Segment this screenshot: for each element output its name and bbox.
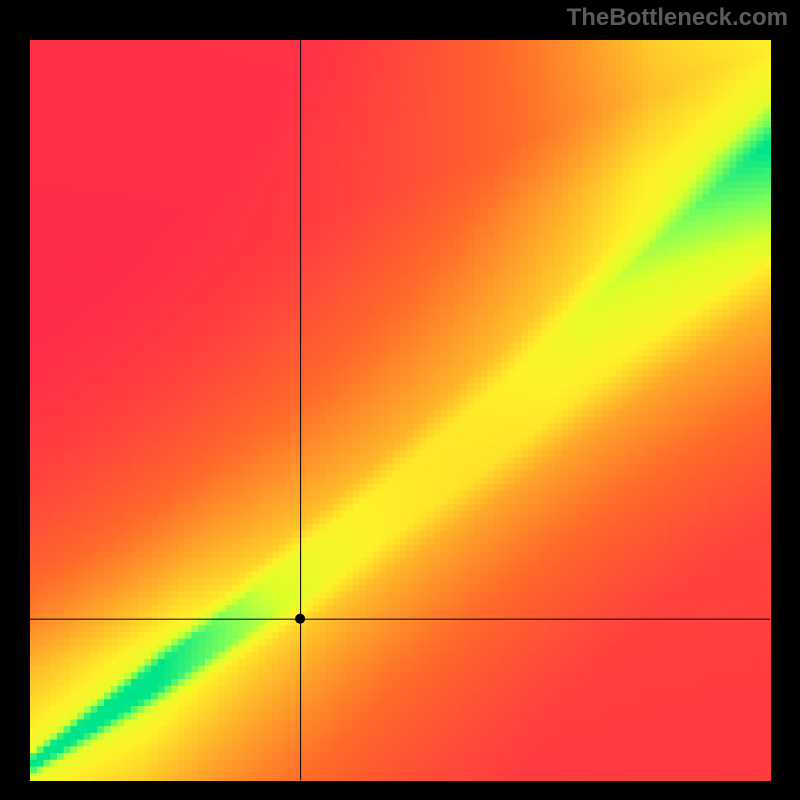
heatmap-canvas xyxy=(0,0,800,800)
watermark-label: TheBottleneck.com xyxy=(567,4,788,32)
chart-container: TheBottleneck.com xyxy=(0,0,800,800)
